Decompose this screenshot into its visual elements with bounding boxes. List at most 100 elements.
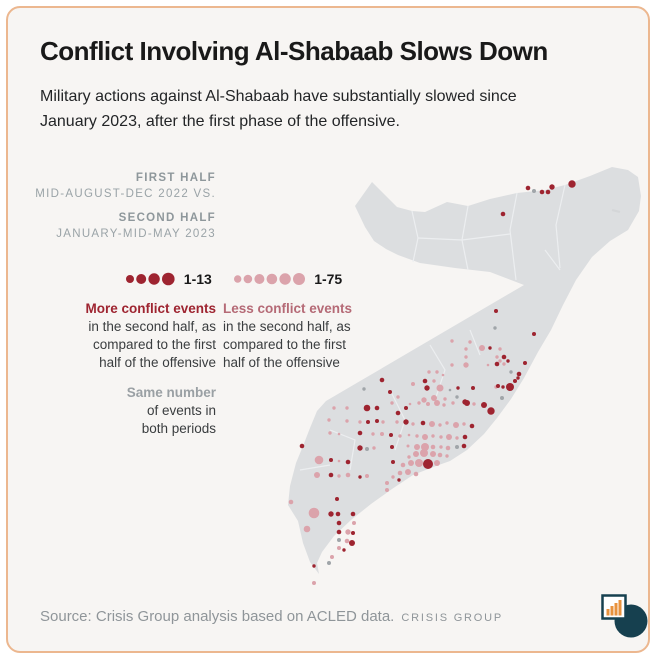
period-legend: FIRST HALF MID-AUGUST-DEC 2022 VS. SECON… bbox=[20, 170, 216, 242]
event-dot-less bbox=[303, 525, 311, 533]
event-dot-less bbox=[332, 406, 336, 410]
event-dot-more bbox=[328, 472, 334, 478]
event-dot-more bbox=[420, 420, 426, 426]
conflict-event-dots bbox=[288, 180, 576, 585]
event-dot-less bbox=[445, 454, 449, 458]
event-dot-less bbox=[408, 402, 412, 406]
event-dot-less bbox=[472, 402, 476, 406]
event-dot-less bbox=[462, 422, 466, 426]
event-dot-less bbox=[344, 538, 350, 544]
legend-dot bbox=[162, 272, 175, 286]
event-dot-more bbox=[424, 385, 430, 391]
more-conflict-line: half of the offensive bbox=[99, 355, 216, 370]
event-dot-less bbox=[415, 459, 423, 467]
event-dot-more bbox=[299, 443, 305, 449]
second-half-dates: JANUARY-MID-MAY 2023 bbox=[56, 228, 216, 240]
event-dot-more bbox=[357, 445, 363, 451]
legend-dot bbox=[243, 274, 253, 284]
event-dot-same bbox=[532, 189, 536, 193]
event-dot-more bbox=[464, 400, 470, 406]
source-text: Source: Crisis Group analysis based on A… bbox=[40, 608, 395, 625]
event-dot-less bbox=[436, 384, 444, 392]
more-conflict-line: compared to the first bbox=[92, 337, 216, 352]
legend-dot bbox=[266, 273, 278, 285]
legend-dot bbox=[126, 275, 134, 283]
event-dot-less bbox=[427, 370, 431, 374]
somalia-outline bbox=[288, 167, 641, 574]
event-dot-less bbox=[380, 432, 384, 436]
event-dot-less bbox=[439, 445, 443, 449]
more-size-dots bbox=[126, 272, 175, 286]
event-dot-more bbox=[481, 402, 487, 408]
event-dot-less bbox=[468, 340, 472, 344]
event-dot-less bbox=[327, 418, 331, 422]
event-dot-less bbox=[430, 451, 436, 457]
event-dot-less bbox=[411, 422, 415, 426]
event-dot-less bbox=[413, 451, 419, 457]
event-dot-more bbox=[328, 511, 334, 517]
event-dot-less bbox=[479, 345, 485, 351]
same-number-line: of events in bbox=[146, 403, 216, 418]
event-dot-less bbox=[405, 469, 411, 475]
legend-dot bbox=[148, 273, 160, 285]
event-dot-more bbox=[379, 377, 385, 383]
event-dot-less bbox=[413, 471, 419, 477]
event-dot-less bbox=[429, 421, 435, 427]
event-dot-less bbox=[328, 431, 332, 435]
legend-dot bbox=[279, 273, 291, 285]
event-dot-less bbox=[417, 401, 421, 405]
event-dot-less bbox=[463, 362, 469, 368]
event-dot-less bbox=[372, 446, 376, 450]
event-dot-less bbox=[345, 472, 351, 478]
event-dot-less bbox=[371, 432, 375, 436]
event-dot-less bbox=[422, 434, 428, 440]
event-dot-more bbox=[471, 386, 475, 390]
less-size-dots bbox=[234, 273, 305, 285]
event-dot-less bbox=[421, 397, 427, 403]
event-dot-more bbox=[496, 384, 500, 388]
event-dot-more bbox=[568, 180, 576, 188]
source-line: Source: Crisis Group analysis based on A… bbox=[40, 608, 600, 625]
event-dot-more bbox=[501, 354, 507, 360]
event-dot-more bbox=[336, 520, 342, 526]
event-dot-less bbox=[406, 444, 410, 448]
legend-dot bbox=[136, 274, 147, 284]
event-dot-less bbox=[385, 488, 389, 492]
event-dot-less bbox=[398, 434, 402, 438]
event-dot-more bbox=[456, 386, 460, 390]
event-dot-more bbox=[462, 434, 468, 440]
event-dot-less bbox=[337, 432, 341, 436]
event-dot-less bbox=[314, 455, 324, 465]
event-dot-more bbox=[488, 346, 492, 350]
event-dot-less bbox=[312, 581, 316, 585]
event-dot-less bbox=[414, 444, 420, 450]
event-dot-less bbox=[445, 445, 451, 451]
event-dot-more bbox=[501, 385, 505, 389]
event-dot-more bbox=[513, 379, 517, 383]
event-dot-less bbox=[498, 359, 502, 363]
event-dot-less bbox=[365, 474, 369, 478]
event-dot-less bbox=[288, 499, 294, 505]
event-dot-more bbox=[335, 511, 341, 517]
event-dot-more bbox=[329, 458, 333, 462]
event-dot-more bbox=[349, 540, 355, 546]
event-dot-more bbox=[461, 443, 467, 449]
legend-dot bbox=[254, 274, 265, 284]
less-range-label: 1-75 bbox=[314, 271, 342, 287]
event-dot-more bbox=[545, 189, 551, 195]
size-legend: 1-13 1-75 bbox=[126, 271, 342, 287]
event-dot-less bbox=[430, 444, 436, 450]
event-dot-less bbox=[426, 402, 430, 406]
more-conflict-heading: More conflict events bbox=[85, 301, 216, 316]
event-dot-less bbox=[397, 470, 403, 476]
event-dot-less bbox=[337, 546, 341, 550]
logo-square bbox=[601, 594, 627, 620]
event-dot-less bbox=[445, 421, 449, 425]
event-dot-less bbox=[434, 400, 440, 406]
event-dot-more bbox=[469, 423, 475, 429]
less-conflict-legend: Less conflict events in the second half,… bbox=[223, 300, 383, 372]
event-dot-more bbox=[342, 548, 346, 552]
event-dot-less bbox=[352, 521, 356, 525]
event-dot-more bbox=[523, 361, 527, 365]
